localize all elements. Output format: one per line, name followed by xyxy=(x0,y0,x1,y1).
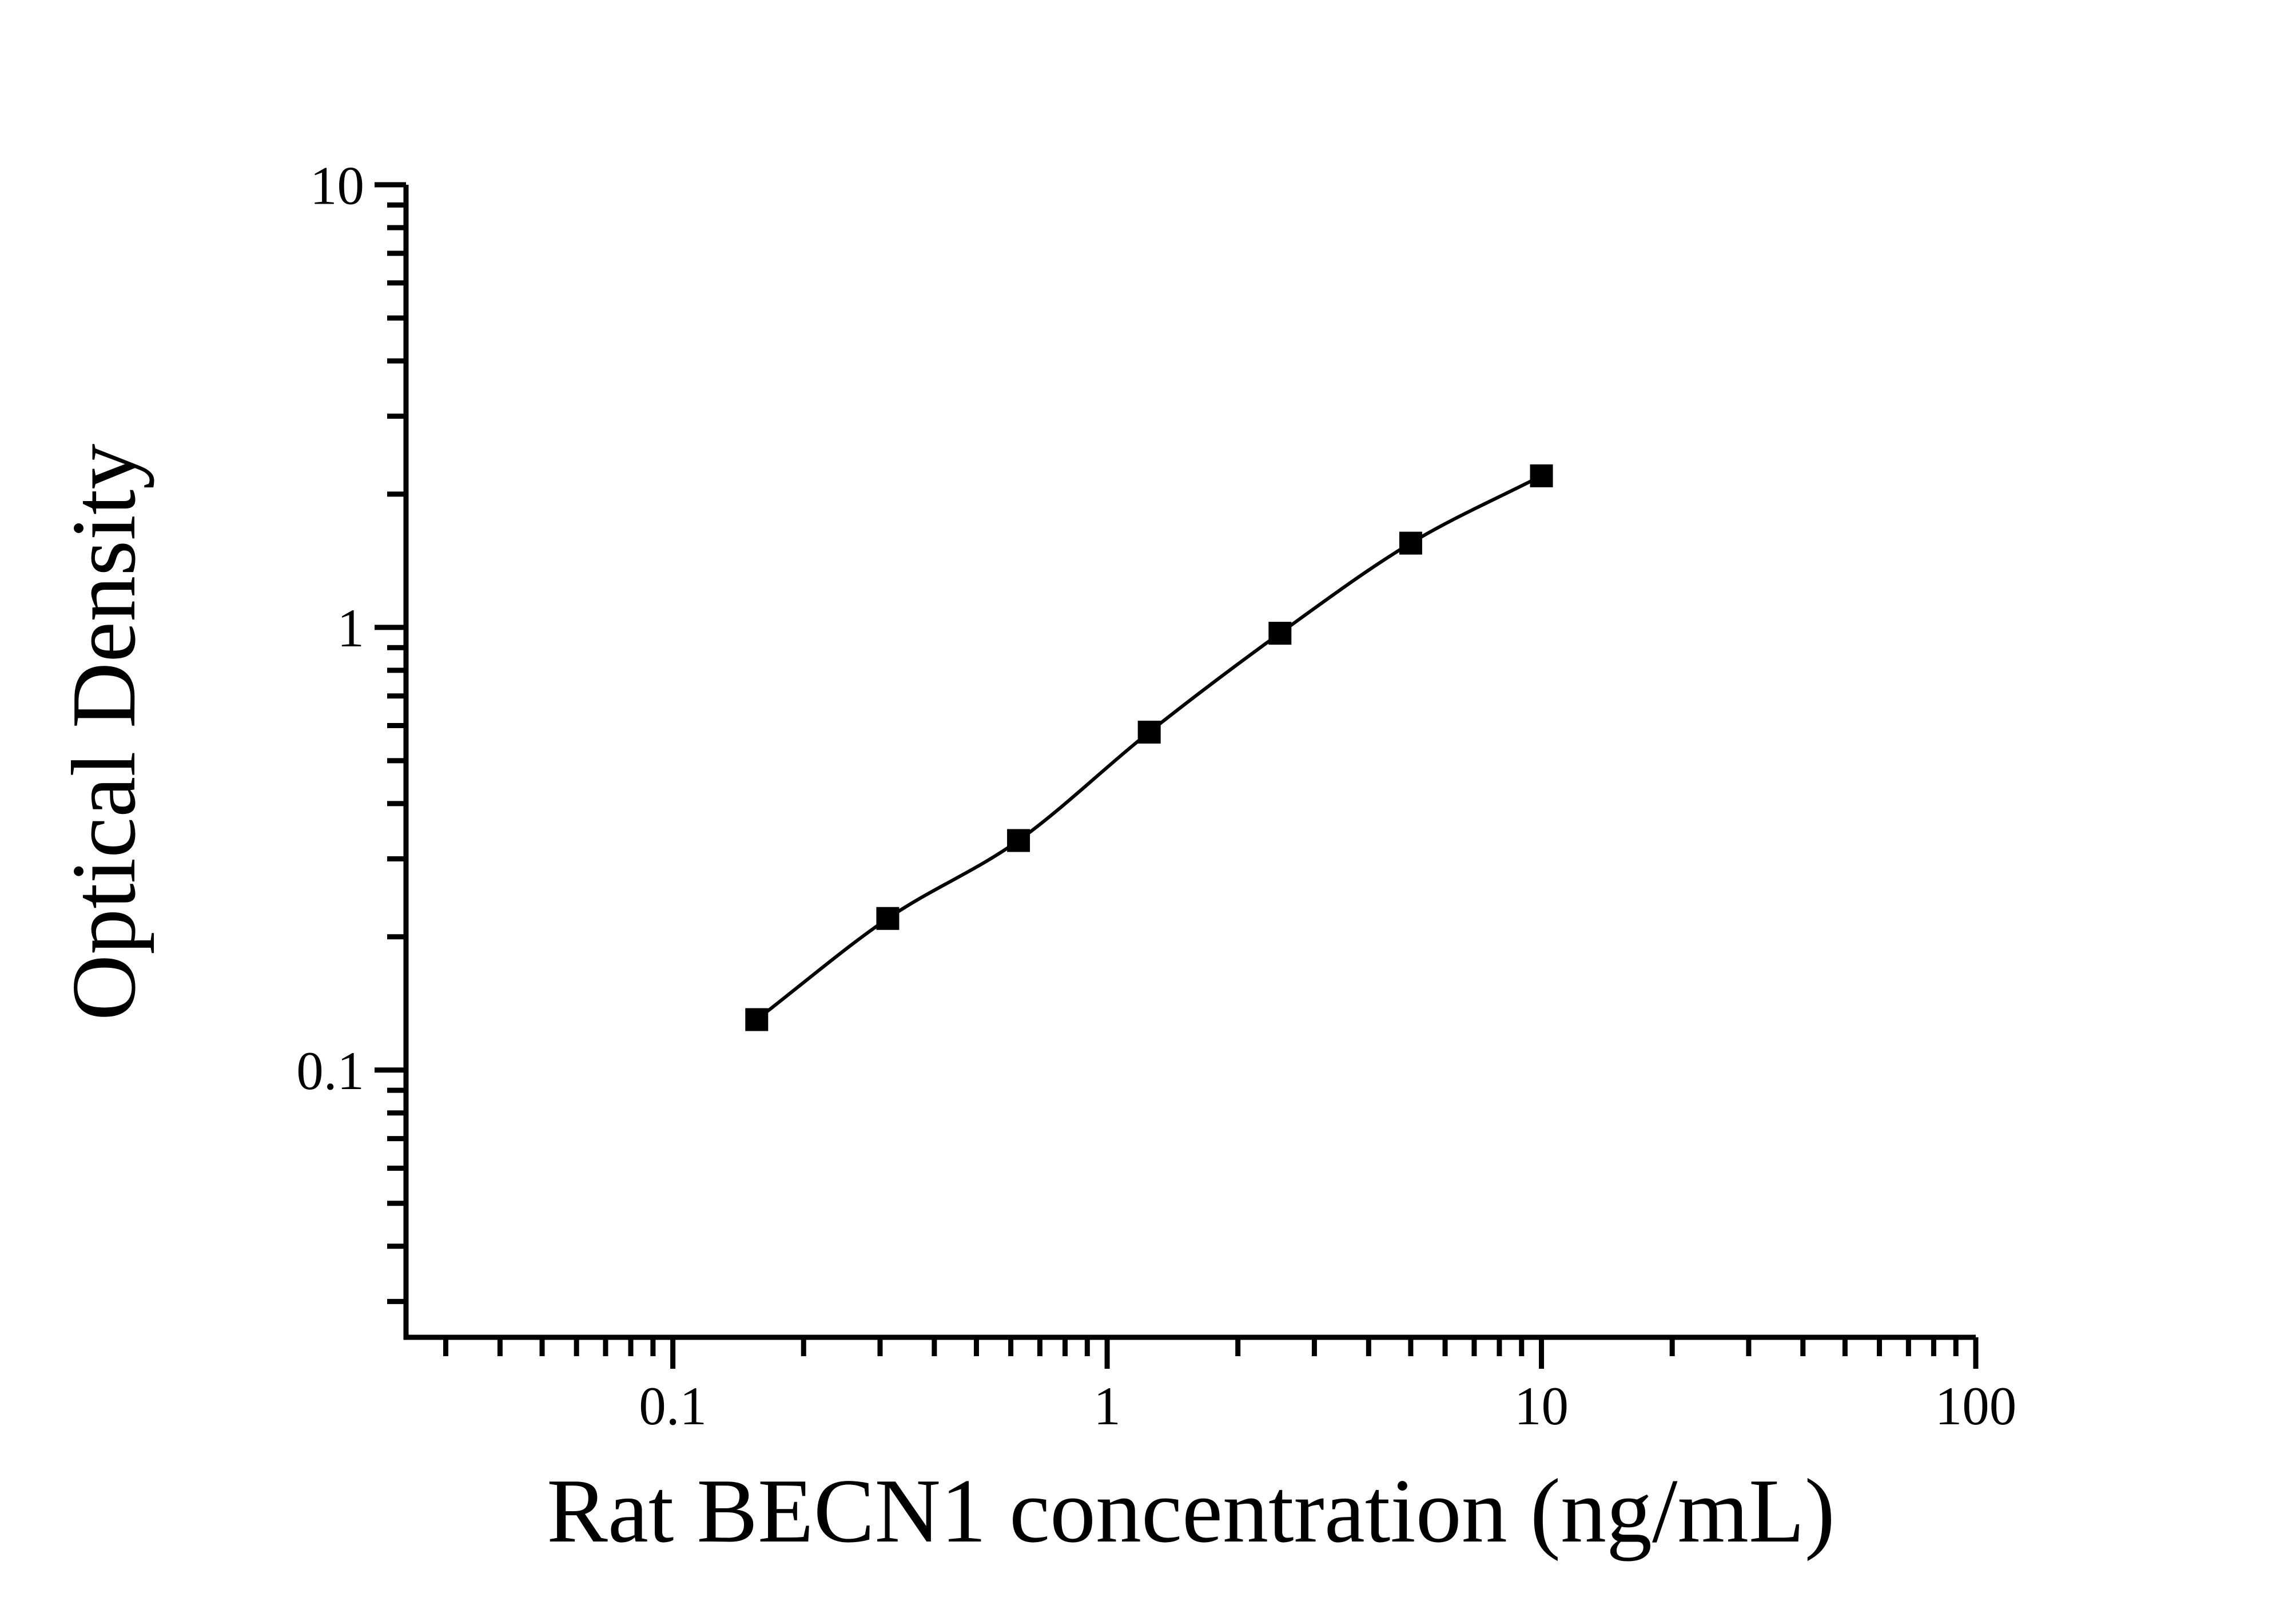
data-point-marker xyxy=(876,907,900,930)
y-axis-title: Optical Density xyxy=(53,444,154,1021)
data-point-marker xyxy=(1137,720,1161,744)
x-tick-label: 1 xyxy=(1093,1376,1121,1436)
data-point-marker xyxy=(745,1008,769,1031)
x-tick-label: 10 xyxy=(1514,1376,1569,1436)
axis-lines xyxy=(403,185,1976,1340)
axis-ticks xyxy=(375,182,1979,1369)
y-tick-label: 0.1 xyxy=(296,1040,364,1101)
axis-spines xyxy=(403,185,1976,1340)
data-point-marker xyxy=(1530,464,1553,487)
data-point-marker xyxy=(1268,622,1292,645)
y-tick-label: 10 xyxy=(310,155,364,216)
plot-series xyxy=(745,464,1553,1031)
data-point-marker xyxy=(1399,531,1422,555)
x-axis-title: Rat BECN1 concentration (ng/mL) xyxy=(547,1460,1835,1562)
data-point-marker xyxy=(1007,829,1030,852)
x-tick-label: 100 xyxy=(1935,1376,2017,1436)
curve-path xyxy=(755,474,1542,1021)
y-tick-label: 1 xyxy=(337,598,365,658)
x-tick-label: 0.1 xyxy=(639,1376,707,1436)
tick-labels: 0.1 1 10 100 0.1 1 10 xyxy=(296,155,2016,1436)
